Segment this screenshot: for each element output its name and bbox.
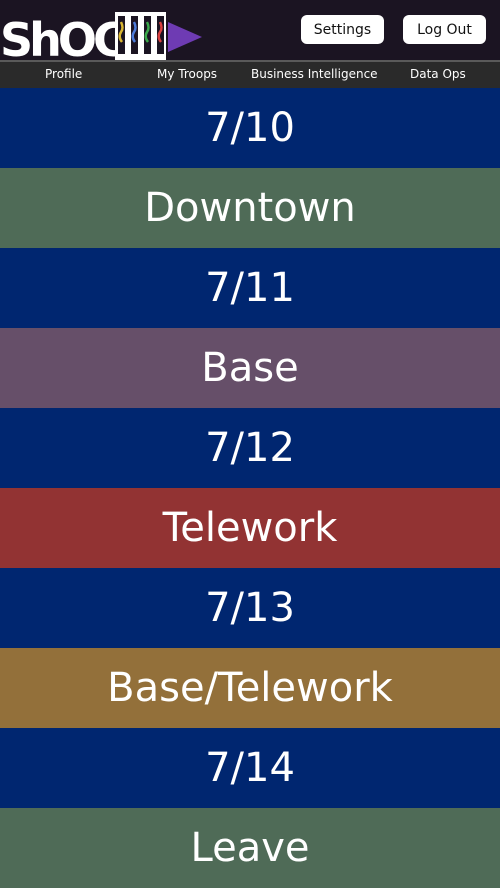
location-row[interactable]: Base/Telework: [0, 648, 500, 728]
nav-item-data-ops[interactable]: Data Ops: [410, 67, 466, 81]
nav-item-business-intelligence[interactable]: Business Intelligence: [251, 67, 378, 81]
date-row: 7/11: [0, 248, 500, 328]
date-row: 7/13: [0, 568, 500, 648]
location-row[interactable]: Base: [0, 328, 500, 408]
date-row: 7/10: [0, 88, 500, 168]
top-bar: ShOC Settings Log Out: [0, 0, 500, 60]
location-row[interactable]: Leave: [0, 808, 500, 888]
schedule-list: 7/10 Downtown 7/11 Base 7/12 Telework 7/…: [0, 88, 500, 888]
location-row[interactable]: Telework: [0, 488, 500, 568]
shoc-logo[interactable]: ShOC: [0, 0, 205, 60]
nav-item-my-troops[interactable]: My Troops: [157, 67, 218, 81]
location-row[interactable]: Downtown: [0, 168, 500, 248]
date-row: 7/12: [0, 408, 500, 488]
log-out-button[interactable]: Log Out: [403, 15, 486, 44]
nav-bar: Profile My Troops Business Intelligence …: [0, 60, 500, 88]
svg-text:ShOC: ShOC: [0, 13, 124, 60]
nav-item-profile[interactable]: Profile: [45, 67, 83, 81]
settings-button[interactable]: Settings: [301, 15, 384, 44]
date-row: 7/14: [0, 728, 500, 808]
